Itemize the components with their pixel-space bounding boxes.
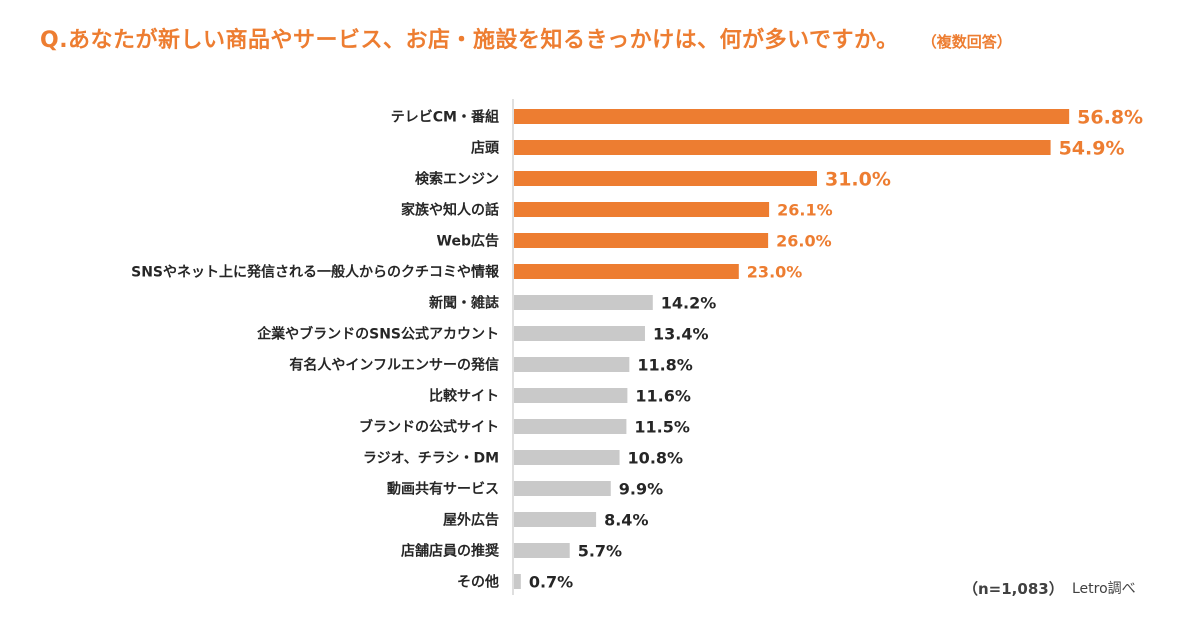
category-label: 新聞・雑誌 bbox=[429, 295, 499, 312]
value-label: 13.4% bbox=[653, 325, 709, 344]
bar bbox=[514, 233, 769, 248]
bar bbox=[514, 543, 570, 558]
category-label: 検索エンジン bbox=[415, 171, 499, 188]
category-label: テレビCM・番組 bbox=[391, 109, 499, 126]
value-label: 31.0% bbox=[825, 169, 891, 191]
category-label: Web広告 bbox=[437, 233, 499, 250]
bar bbox=[514, 357, 630, 372]
value-label: 9.9% bbox=[619, 480, 663, 499]
value-label: 0.7% bbox=[529, 573, 573, 592]
bar bbox=[514, 202, 770, 217]
category-label: 動画共有サービス bbox=[387, 481, 499, 498]
source-note: Letro調べ bbox=[1072, 581, 1136, 597]
category-label: 店頭 bbox=[471, 140, 500, 157]
category-label: 店舗店員の推奨 bbox=[401, 543, 500, 560]
category-label: ラジオ、チラシ・DM bbox=[363, 451, 499, 467]
bar bbox=[514, 450, 620, 465]
value-label: 54.9% bbox=[1059, 138, 1125, 160]
value-label: 11.6% bbox=[635, 387, 691, 406]
title-row: Q.あなたが新しい商品やサービス、お店・施設を知るきっかけは、何が多いですか。 … bbox=[40, 22, 1170, 62]
bar bbox=[514, 512, 597, 527]
category-label: 企業やブランドのSNS公式アカウント bbox=[256, 326, 499, 343]
category-label: 比較サイト bbox=[429, 388, 499, 405]
value-label: 10.8% bbox=[628, 449, 684, 468]
category-label: ブランドの公式サイト bbox=[359, 419, 499, 436]
bar bbox=[514, 264, 739, 279]
bar bbox=[514, 574, 521, 589]
bar bbox=[514, 419, 627, 434]
chart-subtitle: （複数回答） bbox=[921, 33, 1012, 51]
value-label: 5.7% bbox=[578, 542, 622, 561]
category-label: その他 bbox=[457, 574, 499, 591]
bar bbox=[514, 109, 1070, 124]
value-label: 8.4% bbox=[604, 511, 648, 530]
bar bbox=[514, 140, 1051, 155]
category-label: 屋外広告 bbox=[443, 512, 499, 529]
chart-title: Q.あなたが新しい商品やサービス、お店・施設を知るきっかけは、何が多いですか。 bbox=[40, 28, 899, 53]
sample-size-note: （n=1,083） bbox=[963, 580, 1064, 598]
bar bbox=[514, 326, 645, 341]
bar bbox=[514, 171, 817, 186]
value-label: 26.1% bbox=[777, 201, 833, 220]
category-label: 家族や知人の話 bbox=[401, 202, 499, 219]
bar bbox=[514, 481, 611, 496]
bar bbox=[514, 388, 628, 403]
value-label: 26.0% bbox=[776, 232, 832, 251]
value-label: 56.8% bbox=[1077, 107, 1143, 129]
value-label: 11.5% bbox=[634, 418, 690, 437]
value-label: 11.8% bbox=[637, 356, 693, 375]
value-label: 14.2% bbox=[661, 294, 717, 313]
category-label: 有名人やインフルエンサーの発信 bbox=[289, 357, 499, 374]
category-label: SNSやネット上に発信される一般人からのクチコミや情報 bbox=[131, 264, 500, 281]
bar bbox=[514, 295, 653, 310]
value-label: 23.0% bbox=[747, 263, 803, 282]
